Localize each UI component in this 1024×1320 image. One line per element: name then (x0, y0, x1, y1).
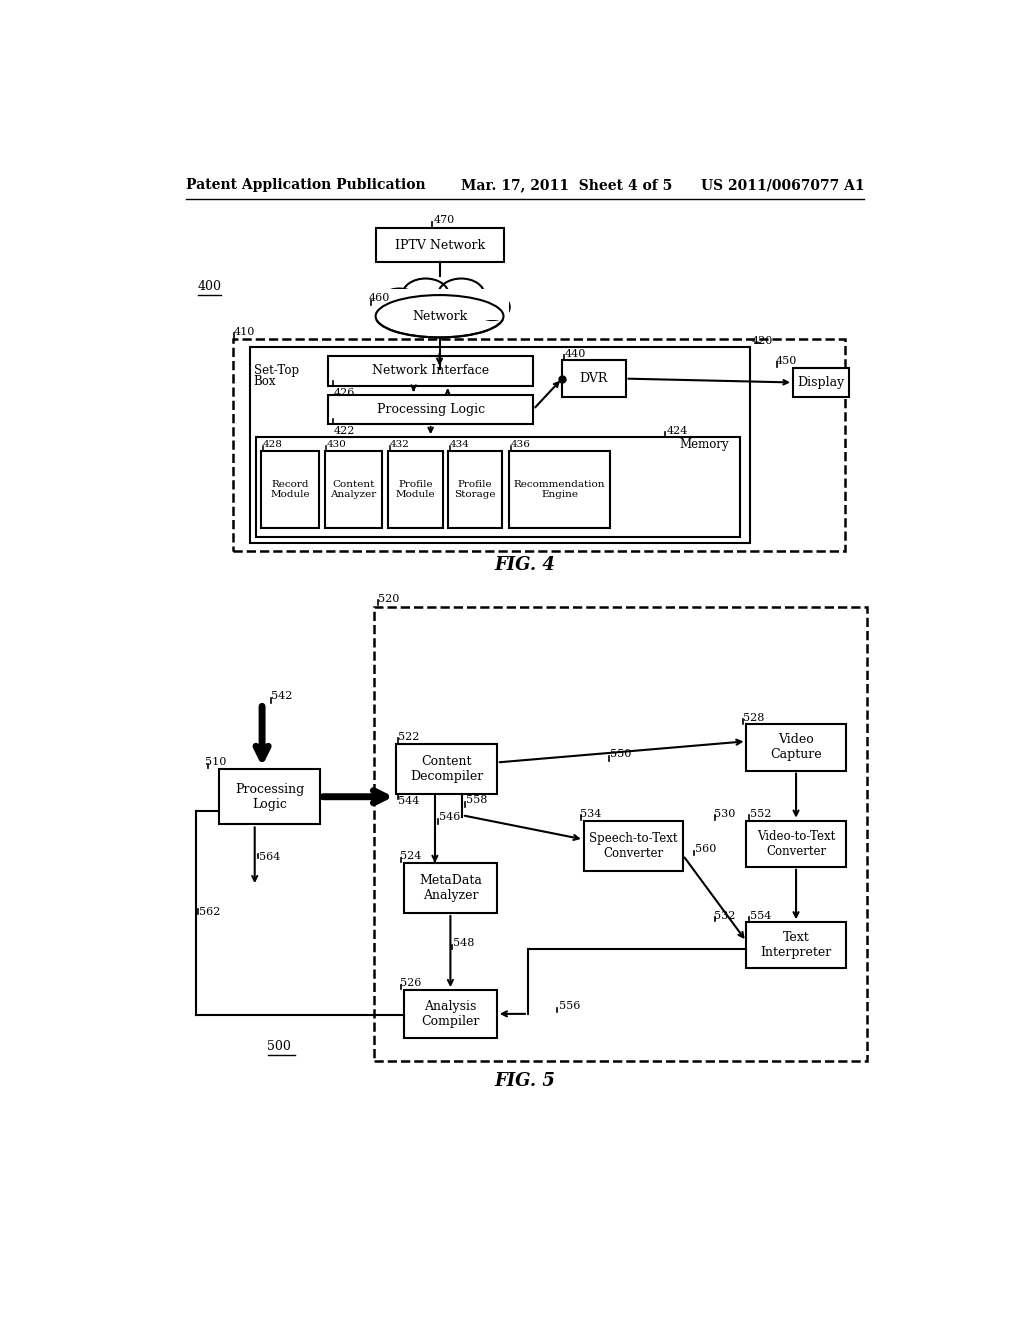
Bar (325, 451, 382, 528)
Text: 450: 450 (776, 356, 798, 367)
Text: 530: 530 (714, 809, 735, 818)
Ellipse shape (438, 279, 484, 312)
Text: US 2011/0067077 A1: US 2011/0067077 A1 (700, 178, 864, 193)
Text: 436: 436 (511, 441, 530, 449)
Text: 430: 430 (327, 441, 346, 449)
Bar (370, 289, 509, 321)
Text: 424: 424 (667, 425, 688, 436)
Text: 460: 460 (369, 293, 389, 304)
Text: Record
Module: Record Module (270, 479, 310, 499)
Text: IPTV Network: IPTV Network (395, 239, 485, 252)
Text: Set-Top: Set-Top (254, 363, 299, 376)
Text: MetaData
Analyzer: MetaData Analyzer (419, 874, 482, 902)
Bar (219, 770, 321, 825)
Text: 500: 500 (267, 1040, 292, 1053)
Text: Display: Display (798, 376, 845, 389)
Text: 428: 428 (263, 441, 283, 449)
Bar (449, 451, 503, 528)
Bar (403, 990, 497, 1038)
Text: Memory: Memory (679, 438, 729, 451)
Text: DVR: DVR (580, 372, 608, 385)
Text: 560: 560 (694, 843, 716, 854)
Text: 410: 410 (234, 327, 256, 337)
Text: 552: 552 (750, 809, 771, 818)
Text: Box: Box (254, 375, 276, 388)
Text: FIG. 4: FIG. 4 (495, 556, 555, 574)
Text: Mar. 17, 2011  Sheet 4 of 5: Mar. 17, 2011 Sheet 4 of 5 (461, 178, 673, 193)
Bar (375, 607, 866, 1061)
Text: 422: 422 (334, 426, 355, 437)
Text: 534: 534 (580, 809, 601, 818)
Text: 558: 558 (466, 795, 487, 805)
Bar (251, 347, 751, 544)
Text: Speech-to-Text
Converter: Speech-to-Text Converter (589, 832, 678, 859)
Text: 544: 544 (398, 796, 420, 807)
Text: Video
Capture: Video Capture (770, 734, 822, 762)
Bar (584, 821, 683, 871)
Text: Recommendation
Engine: Recommendation Engine (514, 479, 605, 499)
Text: 520: 520 (378, 594, 399, 605)
Ellipse shape (475, 294, 510, 321)
Bar (232, 339, 845, 552)
Text: Network Interface: Network Interface (372, 364, 489, 378)
Text: 470: 470 (434, 215, 455, 226)
Ellipse shape (379, 289, 420, 317)
Text: Processing
Logic: Processing Logic (236, 783, 304, 810)
Text: 440: 440 (565, 348, 587, 359)
Bar (328, 395, 534, 424)
Bar (509, 451, 610, 528)
Bar (403, 863, 497, 913)
Text: 542: 542 (271, 692, 293, 701)
Text: 434: 434 (450, 441, 469, 449)
Text: 546: 546 (438, 812, 460, 822)
Text: 554: 554 (750, 911, 771, 921)
Text: 550: 550 (610, 750, 632, 759)
Bar (793, 368, 849, 397)
Text: 522: 522 (398, 733, 420, 742)
Text: 564: 564 (259, 851, 280, 862)
Text: 420: 420 (752, 335, 773, 346)
Text: Patent Application Publication: Patent Application Publication (186, 178, 426, 193)
Text: FIG. 5: FIG. 5 (495, 1072, 555, 1090)
Text: 548: 548 (453, 937, 474, 948)
Text: Text
Interpreter: Text Interpreter (761, 932, 831, 960)
Bar (261, 451, 318, 528)
Bar (746, 923, 846, 969)
Text: Video-to-Text
Converter: Video-to-Text Converter (757, 830, 836, 858)
Text: 432: 432 (390, 441, 410, 449)
Bar (256, 437, 740, 537)
Bar (328, 356, 534, 385)
Bar (562, 360, 626, 397)
Ellipse shape (402, 279, 449, 312)
Text: Analysis
Compiler: Analysis Compiler (421, 999, 479, 1028)
Text: Profile
Storage: Profile Storage (455, 479, 496, 499)
Text: 526: 526 (400, 978, 422, 989)
Text: 556: 556 (559, 1001, 581, 1011)
Text: 562: 562 (199, 907, 220, 917)
Bar (388, 451, 442, 528)
Text: Network: Network (412, 310, 467, 323)
Text: 426: 426 (334, 388, 355, 397)
Text: Processing Logic: Processing Logic (377, 403, 484, 416)
Text: 524: 524 (400, 851, 422, 862)
Text: Content
Analyzer: Content Analyzer (331, 479, 377, 499)
Bar (746, 725, 846, 771)
Bar (746, 821, 846, 867)
Text: 400: 400 (198, 280, 222, 293)
Bar (396, 743, 497, 793)
Text: Content
Decompiler: Content Decompiler (410, 755, 483, 783)
Bar (376, 227, 504, 263)
Text: Profile
Module: Profile Module (395, 479, 435, 499)
Ellipse shape (376, 296, 504, 338)
Text: 510: 510 (206, 758, 227, 767)
Text: 532: 532 (714, 911, 735, 921)
Text: 528: 528 (742, 713, 764, 723)
